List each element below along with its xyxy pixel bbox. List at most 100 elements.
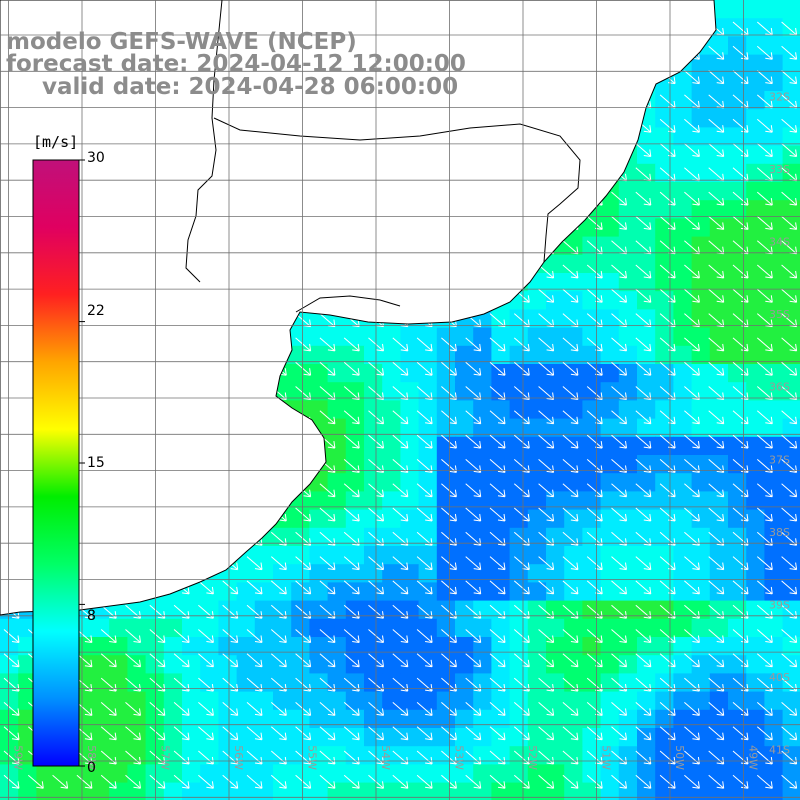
wind-speed-cell	[491, 527, 511, 547]
wind-arrow	[708, 702, 725, 716]
wind-speed-cell	[127, 782, 147, 800]
wind-speed-cell	[728, 163, 747, 183]
wind-speed-cell	[673, 691, 693, 711]
wind-speed-cell	[400, 436, 420, 456]
wind-speed-cell	[782, 163, 800, 183]
wind-speed-cell	[364, 655, 383, 674]
wind-speed-cell	[764, 564, 784, 583]
wind-speed-cell	[746, 382, 765, 401]
wind-speed-cell	[600, 527, 620, 547]
wind-arrow	[441, 507, 457, 522]
wind-arrow	[319, 750, 336, 765]
wind-arrow	[756, 507, 773, 522]
wind-arrow	[173, 750, 190, 765]
wind-speed-cell	[345, 709, 365, 729]
wind-arrow	[392, 361, 409, 376]
wind-arrow	[538, 483, 555, 498]
wind-speed-cell	[564, 691, 583, 711]
wind-arrow	[270, 653, 287, 668]
wind-speed-cell	[145, 764, 165, 784]
wind-speed-cell	[673, 145, 693, 165]
wind-speed-cell	[637, 364, 656, 383]
wind-arrow	[538, 361, 555, 376]
wind-speed-cell	[746, 163, 765, 183]
wind-speed-cell	[764, 54, 784, 74]
wind-speed-cell	[418, 527, 438, 547]
wind-speed-cell	[127, 746, 147, 765]
wind-arrow	[756, 580, 773, 595]
wind-speed-cell	[691, 764, 711, 784]
wind-speed-cell	[673, 455, 693, 474]
wind-arrow	[732, 507, 749, 522]
wind-arrow	[270, 629, 287, 643]
wind-speed-cell	[382, 527, 401, 547]
wind-speed-cell	[455, 473, 474, 492]
wind-speed-cell	[691, 564, 711, 583]
wind-speed-cell	[127, 709, 147, 729]
wind-arrow	[392, 726, 409, 741]
wind-speed-cell	[127, 618, 147, 638]
wind-arrow	[416, 483, 433, 498]
wind-speed-cell	[746, 200, 765, 219]
wind-speed-cell	[345, 746, 365, 765]
wind-speed-cell	[728, 109, 747, 128]
wind-arrow	[659, 434, 676, 449]
wind-speed-cell	[764, 291, 784, 310]
wind-speed-cell	[728, 600, 747, 620]
wind-arrow	[635, 653, 652, 668]
wind-arrow	[513, 337, 530, 352]
wind-speed-cell	[691, 291, 711, 310]
wind-arrow	[513, 556, 530, 571]
wind-arrow	[149, 677, 166, 692]
wind-arrow	[343, 653, 360, 668]
wind-arrow	[732, 629, 749, 643]
wind-speed-cell	[418, 746, 438, 765]
wind-speed-cell	[618, 655, 638, 674]
wind-speed-cell	[764, 182, 784, 201]
wind-speed-cell	[273, 637, 292, 656]
wind-speed-cell	[400, 382, 420, 401]
wind-speed-cell	[364, 691, 383, 711]
wind-arrow	[513, 653, 530, 668]
wind-speed-cell	[273, 527, 292, 547]
wind-arrow	[416, 580, 433, 595]
wind-speed-cell	[473, 709, 492, 729]
wind-arrow	[489, 726, 506, 741]
wind-speed-cell	[491, 345, 511, 365]
wind-arrow	[684, 191, 700, 206]
wind-speed-cell	[655, 582, 674, 602]
wind-speed-cell	[455, 728, 474, 747]
wind-speed-cell	[382, 491, 401, 511]
wind-speed-cell	[673, 618, 693, 638]
wind-arrow	[708, 288, 725, 303]
wind-speed-cell	[564, 327, 583, 347]
wind-speed-cell	[527, 418, 547, 438]
wind-speed-cell	[600, 382, 620, 401]
wind-speed-cell	[455, 436, 474, 456]
wind-speed-cell	[527, 673, 547, 693]
wind-speed-cell	[782, 72, 800, 92]
wind-speed-cell	[637, 400, 656, 420]
wind-arrow	[732, 191, 749, 206]
wind-speed-cell	[473, 509, 492, 529]
wind-speed-cell	[509, 691, 529, 711]
wind-speed-cell	[764, 364, 784, 383]
wind-speed-cell	[382, 709, 401, 729]
wind-speed-cell	[691, 218, 711, 238]
wind-arrow	[270, 580, 287, 595]
wind-speed-cell	[309, 637, 329, 656]
colorbar-tick-label: 30	[87, 150, 105, 166]
wind-speed-cell	[418, 600, 438, 620]
wind-speed-cell	[473, 400, 492, 420]
wind-speed-cell	[709, 382, 729, 401]
wind-speed-cell	[18, 746, 37, 765]
wind-speed-cell	[455, 600, 474, 620]
wind-speed-cell	[728, 637, 747, 656]
wind-speed-cell	[782, 254, 800, 274]
wind-speed-cell	[91, 673, 110, 693]
wind-speed-cell	[673, 200, 693, 219]
wind-speed-cell	[327, 509, 347, 529]
wind-speed-cell	[491, 327, 511, 347]
wind-speed-cell	[527, 364, 547, 383]
wind-speed-cell	[200, 673, 219, 693]
